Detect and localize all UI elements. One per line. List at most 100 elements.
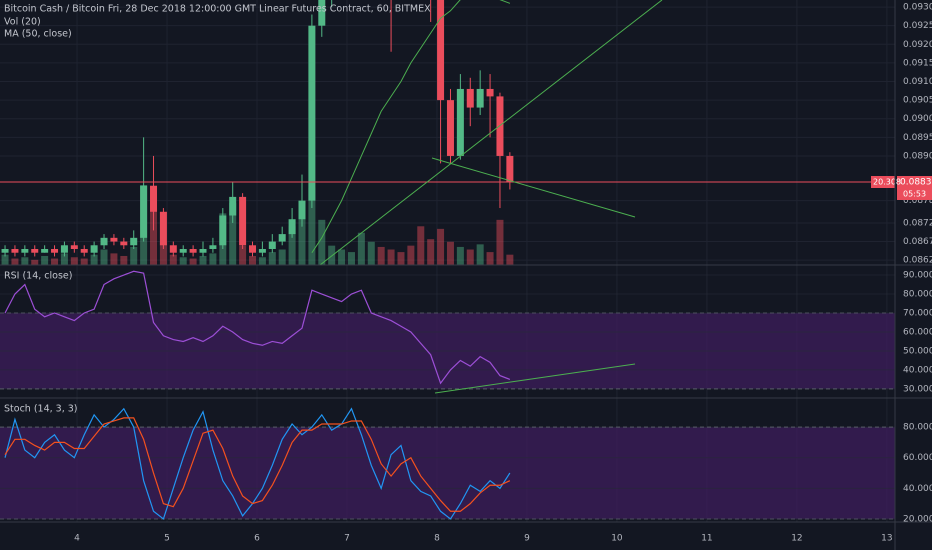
y-tick-label: 60.0000 bbox=[903, 453, 932, 463]
volume-bar bbox=[90, 254, 98, 265]
candle-body bbox=[100, 237, 108, 246]
candle-body bbox=[298, 200, 306, 220]
volume-bar bbox=[437, 228, 445, 265]
x-tick-label: 6 bbox=[254, 534, 260, 544]
x-tick-label: 12 bbox=[791, 534, 802, 544]
volume-bar bbox=[100, 249, 108, 265]
volume-bar bbox=[387, 249, 395, 265]
candle-body bbox=[159, 211, 167, 246]
volume-bar bbox=[446, 241, 454, 265]
y-tick-label: 0.0867 bbox=[903, 237, 932, 247]
x-tick-label: 4 bbox=[74, 534, 80, 544]
volume-bar bbox=[120, 255, 128, 265]
volume-bar bbox=[496, 219, 504, 265]
y-tick-label: 30.0000 bbox=[903, 384, 932, 394]
x-tick-label: 5 bbox=[164, 534, 170, 544]
volume-bar bbox=[80, 258, 88, 265]
legend-ma: MA (50, close) bbox=[4, 29, 72, 40]
candle-body bbox=[249, 245, 257, 253]
volume-bar bbox=[506, 254, 514, 265]
y-tick-label: 0.0920 bbox=[903, 40, 932, 50]
x-tick-label: 8 bbox=[434, 534, 440, 544]
candle-body bbox=[21, 248, 29, 253]
candle-body bbox=[506, 155, 514, 183]
volume-bar bbox=[476, 244, 484, 265]
x-tick-label: 13 bbox=[881, 534, 892, 544]
y-tick-label: 0.0930 bbox=[903, 3, 932, 13]
trend-line bbox=[434, 363, 636, 394]
volume-bar bbox=[258, 257, 266, 265]
volume-bar bbox=[179, 257, 187, 265]
volume-bar bbox=[1, 254, 9, 265]
y-tick-label: 40.0000 bbox=[903, 484, 932, 494]
x-tick-label: 10 bbox=[611, 534, 623, 544]
price-label: 0.0883 bbox=[900, 178, 932, 188]
panel bbox=[0, 407, 895, 520]
candle-body bbox=[466, 88, 474, 108]
candle-body bbox=[199, 248, 207, 253]
volume-bar bbox=[357, 232, 365, 265]
volume-bar bbox=[456, 246, 464, 265]
price-label-box bbox=[897, 176, 932, 189]
candle-body bbox=[60, 245, 68, 253]
y-tick-label: 0.0895 bbox=[903, 133, 932, 143]
candle-body bbox=[456, 88, 464, 156]
indicator-line bbox=[4, 270, 511, 385]
volume-bar bbox=[70, 257, 78, 265]
candle-body bbox=[11, 248, 19, 253]
volume-bar bbox=[427, 239, 435, 265]
volume-bar bbox=[407, 245, 415, 265]
y-tick-label: 0.0915 bbox=[903, 58, 932, 68]
volume-bar bbox=[298, 206, 306, 265]
volume-bar bbox=[169, 254, 177, 265]
y-tick-label: 0.0900 bbox=[903, 114, 932, 124]
y-tick-label: 0.0862 bbox=[903, 256, 932, 266]
volume-bar bbox=[31, 259, 39, 265]
volume-label: 20.308 bbox=[873, 178, 901, 187]
y-tick-label: 90.0000 bbox=[903, 271, 932, 281]
candle-body bbox=[268, 241, 276, 249]
x-tick-label: 9 bbox=[524, 534, 530, 544]
y-tick-label: 50.0000 bbox=[903, 346, 932, 356]
volume-bar bbox=[239, 245, 247, 265]
candle-body bbox=[1, 248, 9, 253]
y-tick-label: 0.0878 bbox=[903, 196, 932, 206]
volume-bar bbox=[308, 187, 316, 265]
volume-label-box bbox=[871, 176, 895, 189]
y-tick-label: 0.0905 bbox=[903, 96, 932, 106]
candle-body bbox=[437, 0, 445, 101]
volume-bar bbox=[229, 203, 237, 265]
candle-body bbox=[486, 88, 494, 97]
candle-body bbox=[229, 196, 237, 216]
trend-line bbox=[319, 0, 663, 265]
y-tick-label: 80.0000 bbox=[903, 423, 932, 433]
candle-body bbox=[120, 241, 128, 246]
candle-body bbox=[140, 185, 148, 238]
y-tick-label: 0.0910 bbox=[903, 77, 932, 87]
indicator-line bbox=[4, 407, 511, 520]
volume-bar bbox=[486, 252, 494, 265]
candle-body bbox=[189, 248, 197, 253]
candle-body bbox=[51, 248, 59, 253]
candle-body bbox=[90, 245, 98, 253]
band bbox=[0, 427, 895, 519]
ma-line bbox=[311, 0, 511, 253]
volume-bar bbox=[130, 246, 138, 265]
y-tick-label: 0.0925 bbox=[903, 21, 932, 31]
candle-body bbox=[308, 25, 316, 201]
volume-bar bbox=[466, 249, 474, 265]
candle-body bbox=[70, 245, 78, 249]
y-tick-label: 60.0000 bbox=[903, 327, 932, 337]
candle-body bbox=[288, 219, 296, 235]
chart-title: Bitcoin Cash / Bitcoin Fri, 28 Dec 2018 … bbox=[4, 4, 431, 15]
candle-body bbox=[209, 245, 217, 249]
volume-bar bbox=[417, 226, 425, 265]
rsi-title: RSI (14, close) bbox=[4, 271, 72, 282]
indicator-line bbox=[4, 417, 511, 512]
candle-body bbox=[239, 196, 247, 246]
volume-bar bbox=[110, 253, 118, 265]
candle-body bbox=[41, 248, 49, 253]
volume-bar bbox=[338, 249, 346, 265]
